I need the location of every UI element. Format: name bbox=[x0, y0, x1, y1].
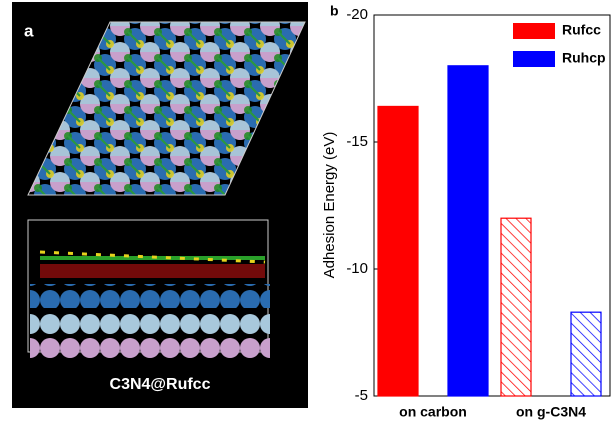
legend-label: Ruhcp bbox=[562, 50, 606, 66]
bar bbox=[378, 106, 418, 396]
panel-label: a bbox=[24, 21, 34, 40]
panel-label: b bbox=[330, 3, 339, 19]
bar bbox=[571, 312, 601, 396]
bar bbox=[448, 66, 488, 396]
figure: a C3N4@Rufcc b Adhesion Energy (eV) -20 -… bbox=[0, 0, 612, 425]
legend-swatch bbox=[513, 51, 555, 67]
legend-swatch bbox=[513, 23, 555, 39]
page: a C3N4@Rufcc b Adhesion Energy (eV) -20 -… bbox=[0, 0, 612, 430]
x-tick-label: on carbon bbox=[399, 404, 467, 420]
y-tick-label: -20 bbox=[346, 6, 368, 23]
legend-label: Rufcc bbox=[562, 22, 601, 38]
x-tick-label: on g-C3N4 bbox=[516, 404, 586, 420]
y-axis-label: Adhesion Energy (eV) bbox=[321, 132, 338, 279]
y-tick-label: -15 bbox=[346, 133, 368, 150]
y-tick-label: -5 bbox=[355, 387, 368, 404]
structure-caption: C3N4@Rufcc bbox=[110, 376, 211, 393]
bar bbox=[501, 218, 531, 396]
structure-panel: a C3N4@Rufcc bbox=[12, 2, 308, 408]
y-tick-label: -10 bbox=[346, 260, 368, 277]
